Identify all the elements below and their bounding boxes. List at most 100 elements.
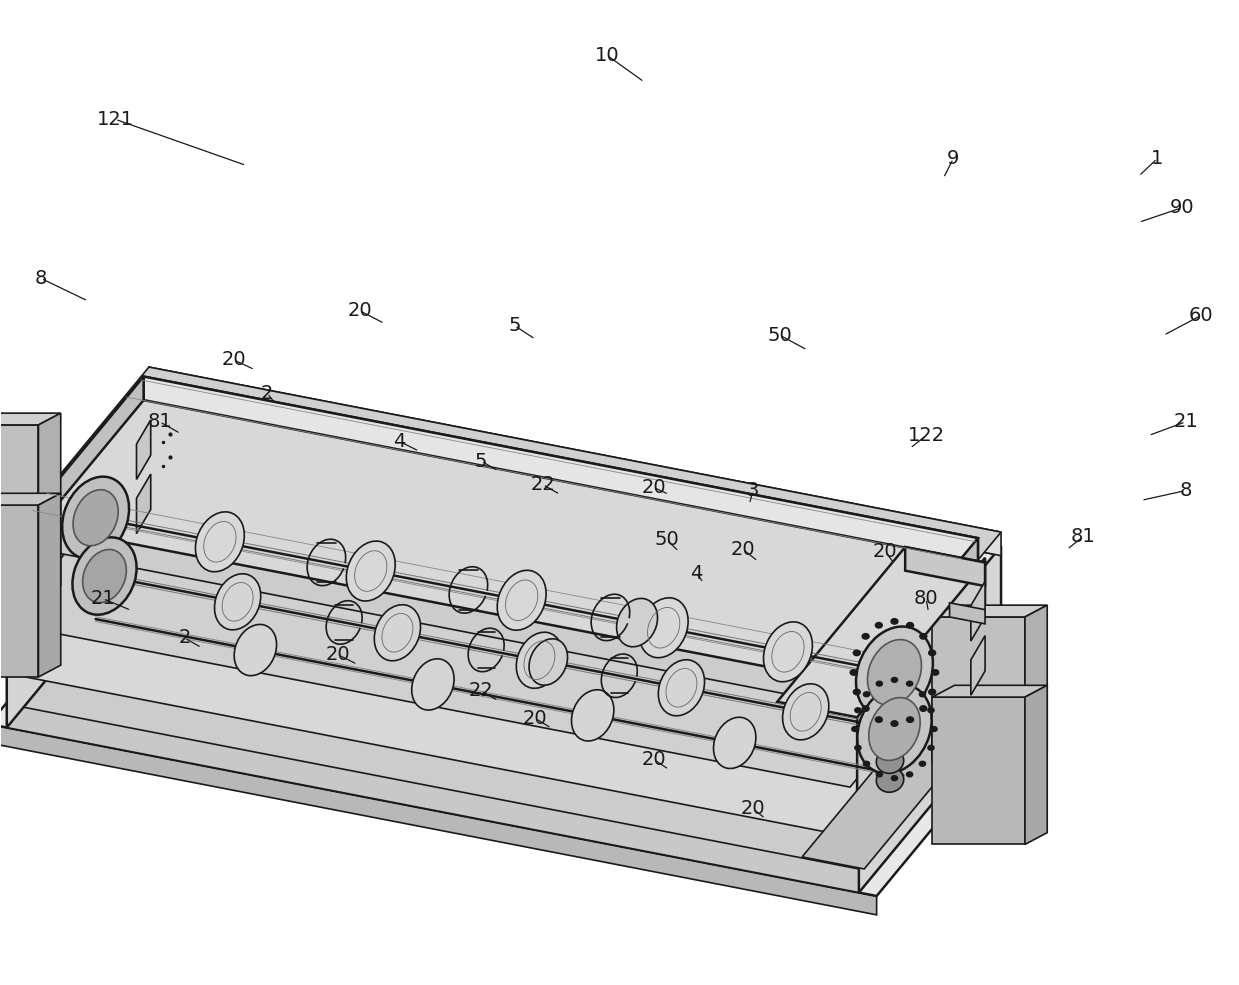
Ellipse shape: [517, 632, 563, 689]
Polygon shape: [38, 413, 61, 597]
Polygon shape: [136, 474, 151, 534]
Text: 22: 22: [530, 475, 555, 494]
Polygon shape: [857, 558, 985, 866]
Polygon shape: [22, 376, 144, 547]
Polygon shape: [149, 367, 1001, 556]
Text: 2: 2: [261, 384, 274, 403]
Circle shape: [862, 706, 869, 711]
Circle shape: [876, 772, 882, 777]
Circle shape: [929, 650, 935, 656]
Ellipse shape: [73, 490, 118, 546]
Text: 5: 5: [475, 451, 487, 471]
Polygon shape: [149, 391, 1001, 697]
Ellipse shape: [617, 599, 658, 647]
Ellipse shape: [234, 624, 276, 676]
Ellipse shape: [783, 684, 829, 740]
Ellipse shape: [869, 697, 921, 760]
Text: 20: 20: [642, 478, 667, 497]
Circle shape: [919, 761, 926, 766]
Polygon shape: [6, 381, 149, 728]
Polygon shape: [16, 503, 984, 835]
Text: 1: 1: [1151, 149, 1163, 168]
Ellipse shape: [856, 626, 933, 718]
Polygon shape: [136, 420, 151, 480]
Circle shape: [919, 691, 926, 696]
Polygon shape: [0, 724, 877, 915]
Circle shape: [876, 682, 882, 687]
Polygon shape: [802, 719, 978, 869]
Circle shape: [907, 717, 913, 722]
Text: 81: 81: [1070, 527, 1095, 547]
Ellipse shape: [497, 570, 546, 630]
Ellipse shape: [763, 622, 813, 682]
Circle shape: [891, 721, 898, 726]
Text: 2: 2: [178, 628, 191, 647]
Polygon shape: [859, 547, 1001, 892]
Text: 81: 81: [147, 413, 172, 431]
Polygon shape: [932, 697, 1025, 844]
Polygon shape: [157, 503, 984, 687]
Polygon shape: [932, 686, 1047, 697]
Polygon shape: [932, 617, 1025, 764]
Polygon shape: [149, 532, 1001, 721]
Ellipse shape: [374, 605, 420, 661]
Ellipse shape: [72, 538, 136, 615]
Polygon shape: [0, 493, 61, 505]
Circle shape: [864, 761, 870, 766]
Text: 9: 9: [947, 149, 959, 168]
Polygon shape: [144, 376, 978, 561]
Ellipse shape: [347, 541, 395, 601]
Polygon shape: [131, 553, 1018, 743]
Ellipse shape: [571, 690, 613, 741]
Polygon shape: [857, 538, 978, 708]
Text: 50: 50: [654, 530, 679, 550]
Text: 50: 50: [768, 326, 793, 345]
Text: 4: 4: [393, 432, 405, 451]
Polygon shape: [149, 452, 992, 634]
Polygon shape: [949, 603, 985, 624]
Circle shape: [862, 633, 869, 639]
Circle shape: [928, 746, 934, 751]
Text: 20: 20: [642, 751, 667, 769]
Circle shape: [891, 775, 897, 780]
Circle shape: [876, 623, 882, 628]
Text: 121: 121: [97, 109, 134, 129]
Ellipse shape: [876, 749, 903, 773]
Text: 21: 21: [90, 589, 115, 608]
Polygon shape: [22, 376, 978, 685]
Circle shape: [907, 623, 913, 628]
Polygon shape: [6, 532, 1001, 869]
Ellipse shape: [658, 660, 705, 716]
Circle shape: [919, 633, 927, 639]
Circle shape: [891, 678, 897, 683]
Text: 20: 20: [523, 709, 548, 728]
Polygon shape: [1025, 686, 1047, 844]
Text: 4: 4: [690, 563, 703, 582]
Ellipse shape: [83, 550, 126, 603]
Polygon shape: [777, 547, 985, 717]
Text: 122: 122: [907, 427, 944, 445]
Polygon shape: [6, 367, 1001, 704]
Circle shape: [928, 708, 934, 713]
Ellipse shape: [214, 574, 260, 629]
Polygon shape: [0, 413, 61, 425]
Text: 20: 20: [873, 542, 897, 560]
Polygon shape: [971, 581, 985, 641]
Text: 20: 20: [222, 351, 247, 369]
Text: 90: 90: [1170, 198, 1194, 217]
Ellipse shape: [529, 639, 567, 686]
Polygon shape: [22, 400, 978, 708]
Circle shape: [907, 772, 913, 777]
Text: 3: 3: [747, 481, 760, 500]
Text: 20: 20: [731, 540, 756, 558]
Polygon shape: [932, 605, 1047, 617]
Circle shape: [932, 670, 939, 675]
Text: 5: 5: [508, 316, 520, 335]
Circle shape: [851, 727, 857, 732]
Text: 22: 22: [468, 682, 493, 700]
Ellipse shape: [62, 477, 129, 558]
Circle shape: [929, 690, 935, 694]
Ellipse shape: [639, 598, 688, 658]
Circle shape: [855, 746, 861, 751]
Polygon shape: [906, 547, 985, 586]
